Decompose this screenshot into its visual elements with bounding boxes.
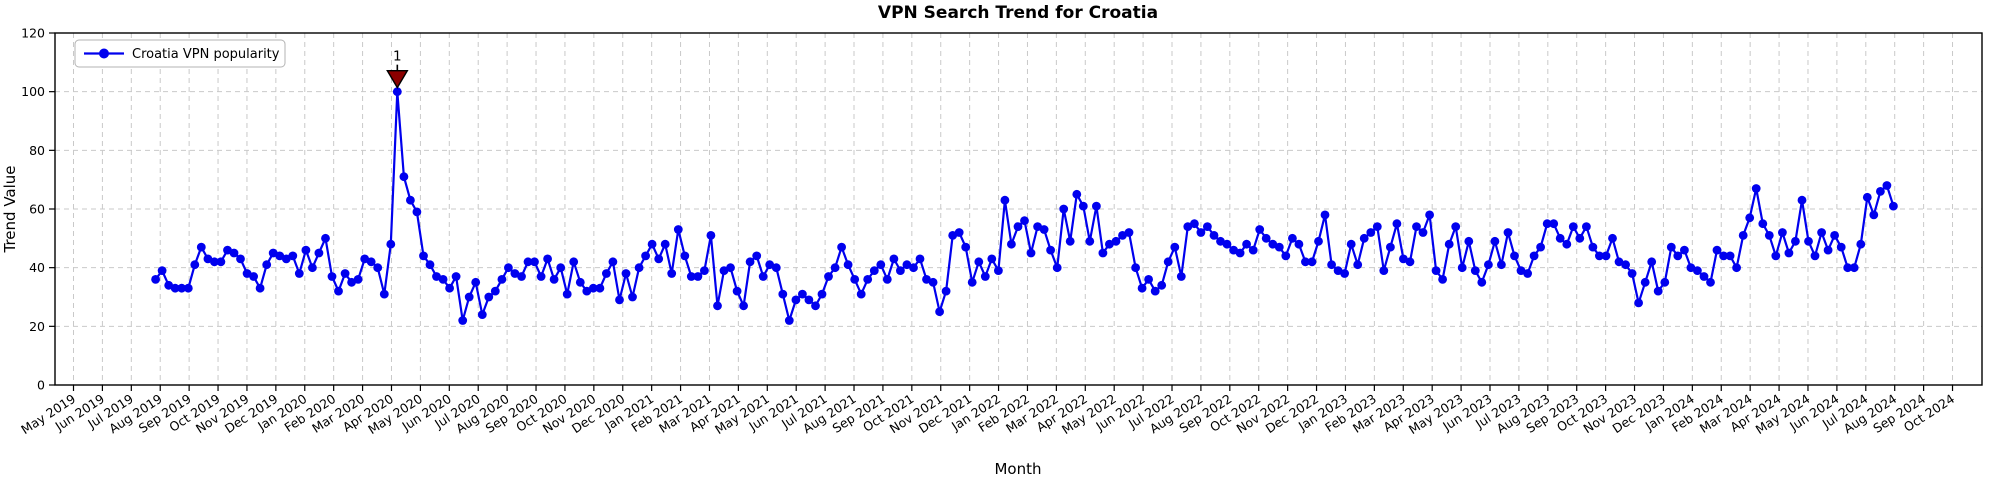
y-tick-label: 0: [37, 378, 45, 393]
chart-title: VPN Search Trend for Croatia: [878, 3, 1158, 23]
y-axis-title: Trend Value: [1, 165, 19, 253]
data-series-croatia-vpn: [151, 87, 1898, 325]
y-tick-label: 20: [29, 319, 45, 334]
grid-lines: [55, 33, 1982, 385]
legend-marker-icon: [99, 48, 109, 59]
y-tick-label: 80: [29, 143, 45, 158]
legend-box: Croatia VPN popularity: [74, 39, 286, 68]
peak-annotation-arrow-icon: [386, 69, 409, 90]
y-tick-label: 40: [29, 260, 45, 275]
x-axis-title: Month: [994, 460, 1041, 478]
legend-series-label: Croatia VPN popularity: [132, 47, 280, 62]
y-tick-label: 60: [29, 202, 45, 217]
y-tick-label: 100: [21, 84, 45, 99]
peak-annotation: 1: [386, 49, 409, 90]
legend-frame: [74, 39, 286, 68]
y-tick-label: 120: [21, 26, 45, 41]
peak-annotation-label: 1: [393, 49, 402, 65]
